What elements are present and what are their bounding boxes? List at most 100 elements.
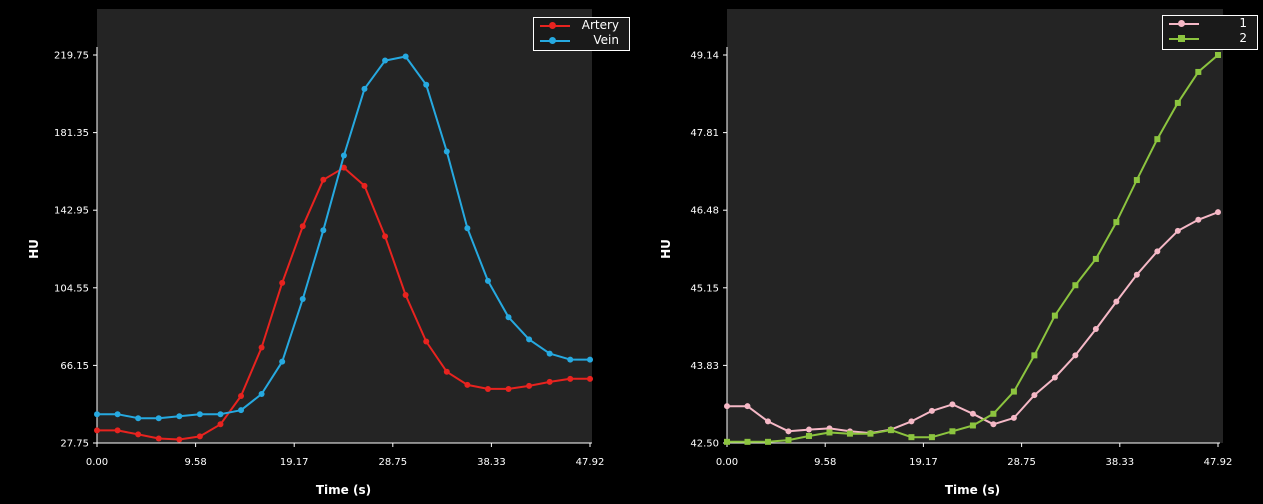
x-tick-label: 38.33 (1105, 457, 1134, 468)
series-1-point (908, 418, 915, 425)
series-vein-point (484, 277, 491, 284)
series-vein-point (402, 53, 409, 60)
series-vein-point (176, 413, 183, 420)
series-artery-point (546, 378, 553, 385)
series-artery-point (526, 382, 533, 389)
series-1-point (1010, 414, 1017, 421)
series-2-point (846, 430, 853, 437)
x-tick-label: 28.75 (1007, 457, 1036, 468)
series-artery-point (196, 433, 203, 440)
series-1-point (949, 401, 956, 408)
series-2-line (727, 54, 1219, 443)
y-tick-label: 47.81 (690, 128, 719, 139)
series-1-point (1215, 209, 1221, 216)
series-artery-point (484, 385, 491, 392)
series-1-point (805, 426, 812, 433)
series-2-point (969, 422, 976, 429)
series-vein-point (217, 411, 224, 418)
series-2-point (1072, 282, 1079, 289)
series-2-point (1154, 136, 1161, 143)
series-vein-point (464, 225, 471, 232)
chart-artery-vein: 27.75 66.15 104.55 142.95 181.35 219.75 0.00 9.… (27, 47, 604, 497)
x-tick-label: 19.17 (280, 457, 309, 468)
y-axis-title: HU (659, 239, 673, 259)
series-2-point (1051, 312, 1058, 319)
y-tick-label: 104.55 (54, 283, 89, 294)
chart-regions: 42.50 43.83 45.15 46.48 47.81 49.14 0.00 9.58 19… (659, 47, 1232, 497)
series-2-point (1174, 99, 1181, 106)
x-tick-label: 9.58 (184, 457, 206, 468)
series-2-point (990, 410, 997, 417)
series-artery-point (217, 421, 224, 428)
series-vein-point (423, 81, 430, 88)
series-vein-point (135, 415, 142, 422)
vein-marker-icon (549, 37, 556, 44)
series-artery-point (135, 431, 142, 438)
legend-item-vein: Vein (534, 33, 629, 48)
y-tick-label: 219.75 (54, 51, 89, 62)
series-1-point (785, 428, 792, 435)
chart-panel-artery-vein: 27.75 66.15 104.55 142.95 181.35 219.75 0.00 9.… (27, 9, 630, 497)
series-vein-line (97, 55, 590, 420)
legend[interactable]: Artery Vein (533, 17, 630, 51)
series-2-point (867, 430, 874, 437)
series-2-point (805, 432, 812, 439)
series-vein-point (320, 227, 327, 234)
legend-item-1: 1 (1163, 16, 1257, 31)
series-artery-point (320, 176, 327, 183)
series-artery-point (587, 375, 593, 382)
series-vein-point (526, 336, 533, 343)
x-tick-label: 38.33 (477, 457, 506, 468)
series-artery-point (299, 223, 306, 230)
series-2-point (1195, 68, 1202, 75)
series-vein-point (114, 411, 121, 418)
series-2-point (1092, 255, 1099, 262)
series-2-point (908, 434, 915, 441)
y-tick-label: 42.50 (690, 439, 719, 450)
y-tick-label: 45.15 (690, 283, 719, 294)
series-2-marker-icon (1178, 35, 1185, 42)
series-artery-point (176, 436, 183, 443)
y-tick-label: 27.75 (60, 439, 89, 450)
x-axis-title: Time (s) (316, 483, 371, 497)
series-1-point (1174, 227, 1181, 234)
series-2-point (1113, 219, 1120, 226)
legend-label-vein: Vein (593, 33, 619, 47)
x-axis-title: Time (s) (945, 483, 1000, 497)
series-2-point (1133, 177, 1140, 184)
series-2-point (928, 434, 935, 441)
series-artery-point (505, 385, 512, 392)
series-2-point (826, 429, 833, 436)
series-1-point (1031, 392, 1038, 399)
legend-item-artery: Artery (534, 18, 629, 33)
series-artery-point (155, 435, 162, 442)
series-artery-point (238, 393, 245, 400)
legend-label-artery: Artery (581, 18, 619, 32)
series-artery-point (114, 427, 121, 434)
series-artery-point (94, 427, 100, 434)
series-vein-point (258, 390, 265, 397)
legend-label-2: 2 (1239, 31, 1247, 45)
series-vein-point (155, 415, 162, 422)
legend-label-1: 1 (1239, 16, 1247, 30)
series-artery-point (402, 291, 409, 298)
y-tick-label: 43.83 (690, 361, 719, 372)
x-tick-label: 19.17 (909, 457, 938, 468)
y-axis-title: HU (27, 239, 41, 259)
series-1-point (1133, 271, 1140, 278)
series-vein-point (587, 356, 593, 363)
series-vein-point (567, 356, 574, 363)
series-vein-point (279, 358, 286, 365)
series-artery-point (567, 375, 574, 382)
series-1-point (1113, 298, 1120, 305)
legend[interactable]: 1 2 (1162, 15, 1258, 50)
y-tick-label: 142.95 (54, 206, 89, 217)
series-2-point (724, 438, 730, 445)
series-vein-point (382, 57, 389, 64)
series-vein-point (238, 407, 245, 414)
series-2-point (1031, 352, 1038, 359)
series-vein-point (361, 85, 368, 92)
y-tick-label: 181.35 (54, 128, 89, 139)
chart-panel-regions: 42.50 43.83 45.15 46.48 47.81 49.14 0.00 9.58 19… (632, 0, 1263, 504)
series-vein-point (505, 314, 512, 321)
